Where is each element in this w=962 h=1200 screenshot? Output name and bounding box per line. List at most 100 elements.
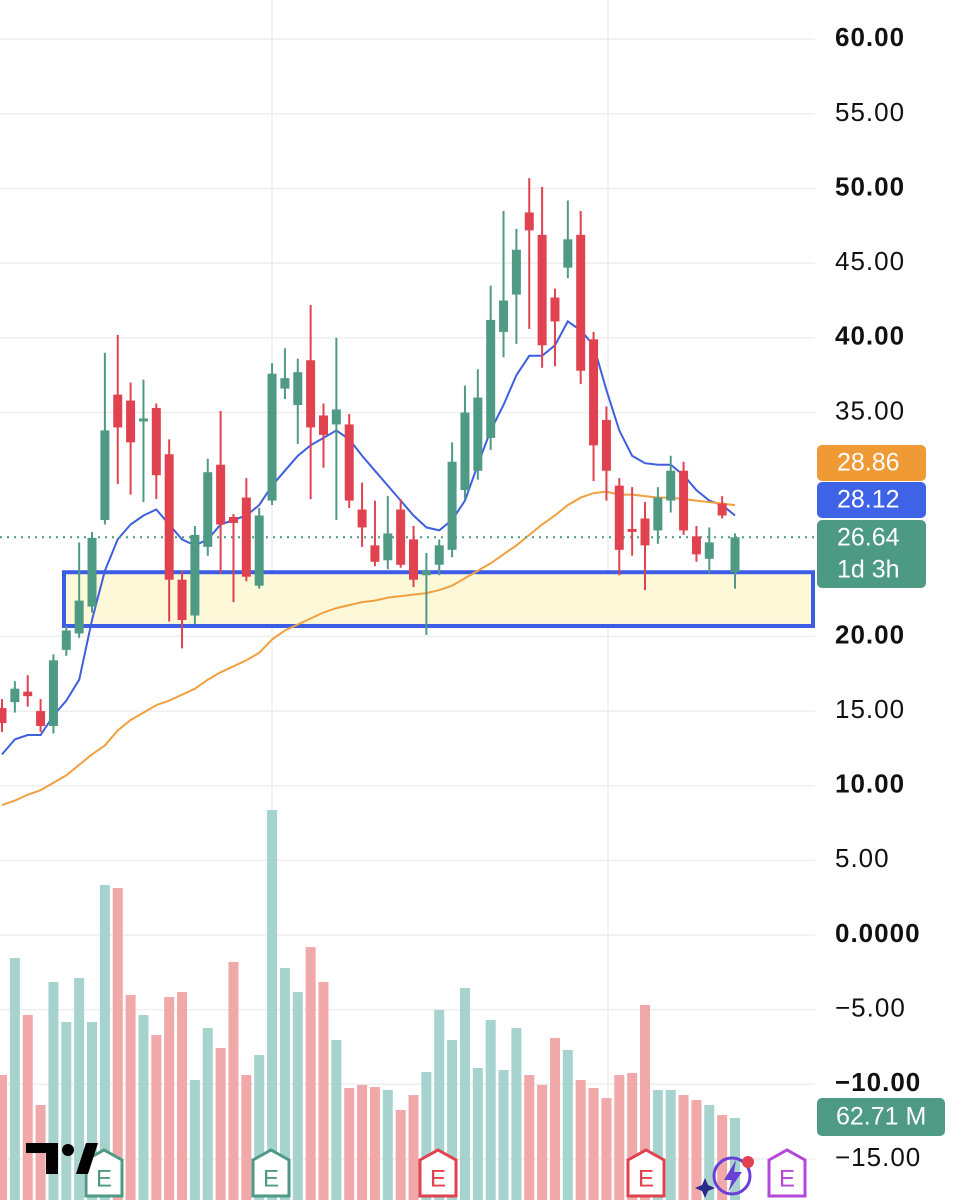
event-shield xyxy=(84,1148,124,1198)
price-label-box xyxy=(817,445,926,481)
candle-body xyxy=(563,239,573,268)
candle-body xyxy=(216,464,226,525)
volume-bar xyxy=(254,1055,265,1200)
y-tick-label: −10.00 xyxy=(835,1067,921,1097)
volume-bar xyxy=(704,1104,715,1200)
candle-body xyxy=(164,454,174,580)
candle-body xyxy=(460,412,470,491)
volume-bar xyxy=(267,809,278,1200)
y-tick-label: 35.00 xyxy=(835,395,905,425)
volume-bar xyxy=(601,1098,612,1200)
volume-bar xyxy=(99,885,110,1200)
y-tick-label: 45.00 xyxy=(835,246,905,276)
candle-body xyxy=(614,485,624,550)
price-label-sub: 1d 3h xyxy=(837,556,900,584)
candle-body xyxy=(524,212,534,231)
y-tick-label: 0.0000 xyxy=(835,918,921,948)
candle-body xyxy=(48,660,58,727)
volume-bar xyxy=(48,981,59,1200)
candle-body xyxy=(434,545,444,565)
volume-bar xyxy=(22,1015,33,1200)
volume-bar xyxy=(614,1075,625,1200)
event-label: E xyxy=(96,1165,112,1192)
event-marker: E xyxy=(84,1148,124,1198)
candle-body xyxy=(177,579,187,621)
volume-bar xyxy=(202,1027,213,1200)
volume-bar xyxy=(318,981,329,1200)
volume-bar xyxy=(164,997,175,1200)
candle-body xyxy=(679,470,689,531)
volume-bar xyxy=(511,1027,522,1200)
candle-body xyxy=(730,537,740,573)
event-shield xyxy=(767,1148,807,1198)
volume-bar xyxy=(241,1075,252,1200)
candle-body xyxy=(396,509,406,565)
volume-bar xyxy=(691,1100,702,1200)
candle-body xyxy=(138,418,148,422)
candle-body xyxy=(627,528,637,532)
price-label: 28.12 xyxy=(837,486,900,514)
volume-bar xyxy=(562,1049,573,1200)
volume-bar xyxy=(357,1084,368,1200)
candle-body xyxy=(486,319,496,438)
candle-body xyxy=(203,472,213,547)
candle-body xyxy=(640,518,650,546)
price-label-box xyxy=(817,520,926,588)
volume-bar xyxy=(74,978,85,1200)
candle-body xyxy=(576,234,586,371)
volume-bar xyxy=(665,1089,676,1200)
y-tick-label: 20.00 xyxy=(835,619,905,649)
volume-bar xyxy=(0,1075,7,1200)
candle-body xyxy=(228,516,238,523)
volume-bar xyxy=(215,1047,226,1200)
candle-body xyxy=(74,600,84,634)
candle-body xyxy=(306,360,316,428)
volume-bar xyxy=(408,1095,419,1200)
candle-body xyxy=(10,688,20,703)
y-tick-label: 5.00 xyxy=(835,843,890,873)
price-label: 28.86 xyxy=(837,449,900,477)
volume-bar xyxy=(292,992,303,1200)
candle-body xyxy=(293,372,303,406)
event-marker: E xyxy=(626,1148,666,1198)
volume-bar xyxy=(395,1109,406,1200)
candle-body xyxy=(601,419,611,471)
candle-body xyxy=(537,234,547,346)
candle-body xyxy=(473,397,483,471)
candle-body xyxy=(267,373,277,501)
candle-body xyxy=(421,570,431,576)
volume-bar xyxy=(472,1067,483,1200)
candle-body xyxy=(61,630,71,650)
volume-bar xyxy=(125,995,136,1200)
candle-body xyxy=(499,300,509,332)
volume-bar xyxy=(228,961,239,1200)
event-label: E xyxy=(263,1165,279,1192)
y-tick-label: 60.00 xyxy=(835,22,905,52)
candle-body xyxy=(704,542,714,559)
price-label: 26.64 xyxy=(837,524,900,552)
event-shield xyxy=(418,1148,458,1198)
volume-bar xyxy=(652,1089,663,1200)
candle-body xyxy=(241,497,251,577)
event-label: E xyxy=(638,1165,654,1192)
volume-label-box xyxy=(817,1098,945,1136)
zone-box xyxy=(62,570,815,628)
candle-body xyxy=(151,408,161,476)
candle-body xyxy=(331,409,341,425)
volume-bar xyxy=(678,1095,689,1200)
candle-body xyxy=(0,708,7,724)
volume-bar xyxy=(189,1080,200,1200)
y-tick-label: 55.00 xyxy=(835,97,905,127)
volume-bar xyxy=(305,947,316,1200)
volume-bar xyxy=(344,1087,355,1200)
volume-bar xyxy=(447,1040,458,1200)
candle-body xyxy=(23,691,33,697)
volume-bar xyxy=(459,988,470,1200)
y-tick-label: 40.00 xyxy=(835,321,905,351)
price-label-box xyxy=(817,482,926,518)
candle-body xyxy=(344,424,354,501)
candle-body xyxy=(589,339,599,446)
volume-bar xyxy=(112,888,123,1200)
volume-bar xyxy=(177,992,188,1200)
volume-bar xyxy=(524,1075,535,1200)
